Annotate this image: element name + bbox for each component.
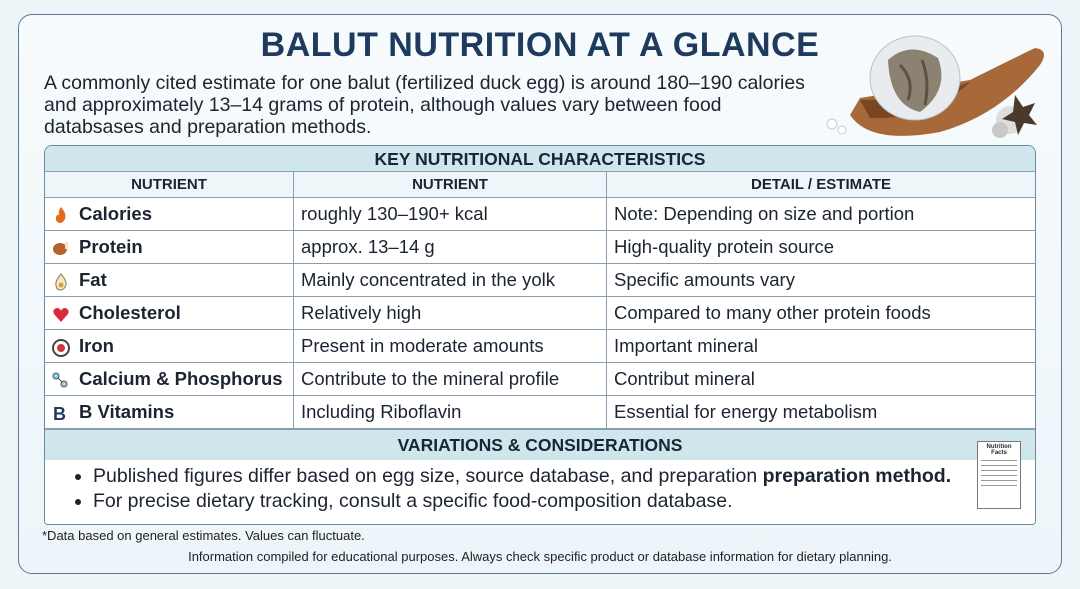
nutrient-icon (53, 308, 69, 323)
table-cell: Important mineral (606, 329, 1035, 363)
table-cell: High-quality protein source (606, 230, 1035, 264)
nutrient-icon (52, 339, 70, 358)
bullet: Published figures differ based on egg si… (93, 464, 1035, 489)
nutrition-facts-icon: Nutrition Facts (977, 441, 1021, 509)
table-row: Calories roughly 130–190+ kcal Note: Depen… (45, 197, 1035, 231)
table-cell: B B Vitamins (45, 395, 294, 429)
title: BALUT NUTRITION AT A GLANCE (260, 26, 820, 64)
table-cell: Contribute to the mineral profile (293, 362, 607, 396)
icon-label: Nutrition Facts (986, 444, 1012, 456)
bullet-list: Published figures differ based on egg si… (45, 460, 1035, 524)
table-cell: Present in moderate amounts (293, 329, 607, 363)
cell-text: Contribute to the mineral profile (301, 368, 560, 389)
cell-text: Calories (79, 202, 153, 224)
nutrition-table: KEY NUTRITIONAL CHARACTERISTICS NUTRIENT… (44, 145, 1036, 525)
nutrient-icon (55, 273, 67, 291)
table-cell: approx. 13–14 g (293, 230, 607, 264)
bullet-text: For precise dietary tracking, consult a … (93, 490, 733, 512)
cell-text: Essential for energy metabolism (614, 401, 878, 422)
cell-text: Important mineral (614, 335, 758, 356)
intro: A commonly cited estimate for one balut … (44, 72, 824, 138)
cell-text: Protein (79, 235, 143, 257)
table-cell: Essential for energy metabolism (606, 395, 1035, 429)
table-row: Protein approx. 13–14 g High-quality prote… (45, 230, 1035, 264)
table-cell: Cholesterol (45, 296, 294, 330)
bullet-text: Published figures differ based on egg si… (93, 465, 763, 487)
column-header: NUTRIENT (45, 171, 294, 198)
bullet: For precise dietary tracking, consult a … (93, 489, 1035, 514)
footnote: *Data based on general estimates. Values… (42, 528, 365, 543)
table-cell: Mainly concentrated in the yolk (293, 263, 607, 297)
table-cell: roughly 130–190+ kcal (293, 197, 607, 231)
cell-text: Calcium & Phosphorus (79, 367, 283, 389)
considerations-title: VARIATIONS & CONSIDERATIONS (45, 429, 1035, 460)
cell-text: Contribut mineral (614, 368, 755, 389)
cell-text: B Vitamins (79, 400, 175, 422)
disclaimer: Information compiled for educational pur… (188, 549, 892, 564)
intro-line: databsases and preparation methods. (44, 116, 372, 138)
intro-line: A commonly cited estimate for one balut … (44, 72, 805, 94)
cell-text: High-quality protein source (614, 236, 835, 257)
table-title: KEY NUTRITIONAL CHARACTERISTICS (45, 146, 1035, 171)
table-cell: Calories (45, 197, 294, 231)
table-cell: Specific amounts vary (606, 263, 1035, 297)
cell-text: Relatively high (301, 302, 422, 323)
cell-text: Specific amounts vary (614, 269, 795, 290)
header-row: NUTRIENT NUTRIENT DETAIL / ESTIMATE (45, 171, 1035, 198)
cell-text: Mainly concentrated in the yolk (301, 269, 555, 290)
column-header: DETAIL / ESTIMATE (606, 171, 1035, 198)
table-cell: Iron (45, 329, 294, 363)
nutrient-icon: B (53, 404, 66, 424)
table-cell: Relatively high (293, 296, 607, 330)
bullet-bold: preparation method. (762, 465, 952, 487)
column-header: NUTRIENT (293, 171, 607, 198)
table-row: Iron Present in moderate amounts Important… (45, 329, 1035, 363)
cell-text: Iron (79, 334, 114, 356)
svg-text:B: B (53, 404, 66, 423)
table-row: Cholesterol Relatively high Compared to ma… (45, 296, 1035, 330)
cell-text: roughly 130–190+ kcal (301, 203, 488, 224)
table-cell: Contribut mineral (606, 362, 1035, 396)
cell-text: Compared to many other protein foods (614, 302, 931, 323)
cell-text: Present in moderate amounts (301, 335, 544, 356)
table-cell: Protein (45, 230, 294, 264)
cell-text: Note: Depending on size and portion (614, 203, 915, 224)
table-row: Fat Mainly concentrated in the yolk Specif… (45, 263, 1035, 297)
table-row: B B Vitamins Including Riboflavin Essential… (45, 395, 1035, 429)
table-cell: Note: Depending on size and portion (606, 197, 1035, 231)
table-cell: Fat (45, 263, 294, 297)
table: NUTRIENT NUTRIENT DETAIL / ESTIMATE Calo… (45, 171, 1035, 429)
cell-text: approx. 13–14 g (301, 236, 435, 257)
table-cell: Compared to many other protein foods (606, 296, 1035, 330)
table-cell: Calcium & Phosphorus (45, 362, 294, 396)
nutrient-icon (55, 207, 66, 224)
cell-text: Fat (79, 268, 107, 290)
cell-text: Cholesterol (79, 301, 181, 323)
cell-text: Including Riboflavin (301, 401, 462, 422)
intro-line: and approximately 13–14 grams of protein… (44, 94, 722, 116)
table-cell: Including Riboflavin (293, 395, 607, 429)
egg-illustration (826, 35, 1044, 138)
nutrient-icon (52, 372, 68, 388)
table-body: Calories roughly 130–190+ kcal Note: Depen… (45, 197, 1035, 429)
table-row: Calcium & Phosphorus Contribute to the mi… (45, 362, 1035, 396)
nutrient-icon (53, 242, 68, 256)
